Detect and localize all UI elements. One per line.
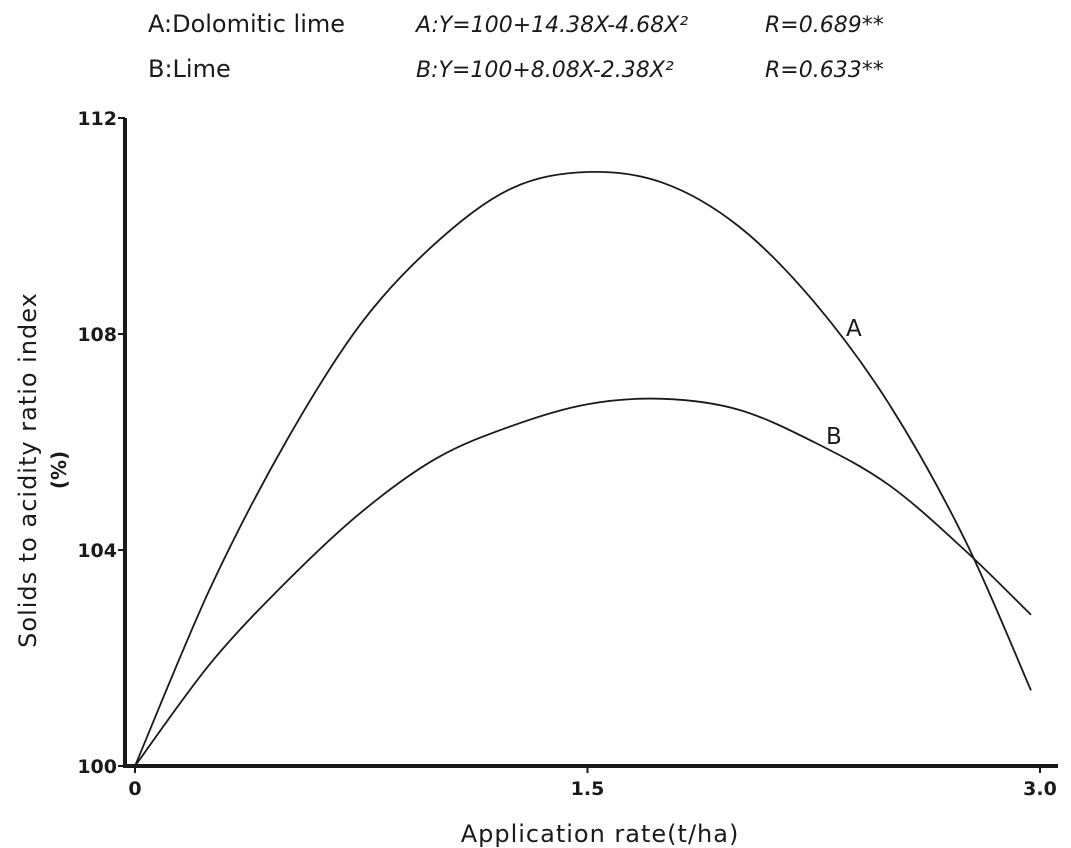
legend-b-name: B:Lime xyxy=(148,55,231,83)
axes xyxy=(123,118,1058,768)
legend-b-r: R=0.633** xyxy=(765,58,884,83)
series-line-b xyxy=(134,397,1032,767)
curve-label-a: A xyxy=(846,316,862,342)
y-tick-label: 104 xyxy=(77,540,117,562)
x-tick-label: 0 xyxy=(128,778,141,800)
series-line-a xyxy=(134,170,1032,767)
curve-label-b: B xyxy=(826,424,842,450)
tick-group: 100 104 108 112 0 1.5 3.0 xyxy=(77,108,1057,800)
y-axis-unit: (%) xyxy=(47,451,71,489)
y-tick-label: 100 xyxy=(77,756,117,778)
legend-a-r: R=0.689** xyxy=(765,13,884,38)
x-tick-label: 1.5 xyxy=(571,778,605,800)
legend-b-equation: B:Y=100+8.08X-2.38X² xyxy=(416,58,674,83)
legend-a-equation: A:Y=100+14.38X-4.68X² xyxy=(414,13,688,38)
y-tick-label: 112 xyxy=(77,108,117,130)
legend-a-name: A:Dolomitic lime xyxy=(148,10,345,38)
x-axis-title: Application rate(t/ha) xyxy=(461,820,740,848)
y-axis-title: Solids to acidity ratio index xyxy=(14,292,42,648)
series-group xyxy=(134,170,1032,767)
y-tick-label: 108 xyxy=(77,324,117,346)
legend: A:Dolomitic lime B:Lime A:Y=100+14.38X-4… xyxy=(148,10,884,83)
x-tick-label: 3.0 xyxy=(1023,778,1057,800)
